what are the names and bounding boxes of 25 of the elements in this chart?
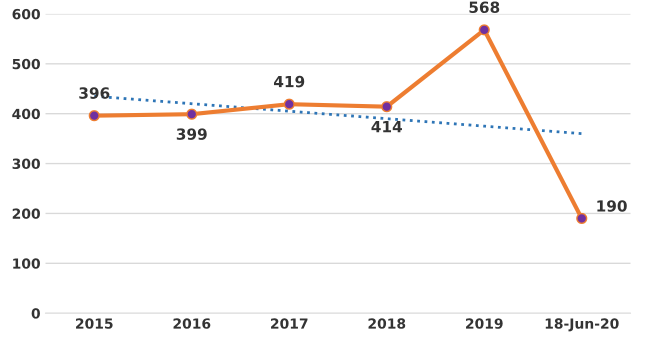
data-label: 414 xyxy=(371,121,402,132)
point xyxy=(186,108,198,120)
data-label: 396 xyxy=(79,87,110,99)
y-tick-label: 0 xyxy=(32,308,40,319)
x-tick-label: 2018 xyxy=(368,318,406,329)
data-label: 190 xyxy=(597,200,627,212)
x-tick-label: 2016 xyxy=(174,318,210,329)
data-label: 419 xyxy=(274,76,304,88)
x-tick-label: 2019 xyxy=(466,318,503,329)
x-tick-label: 2015 xyxy=(76,318,113,329)
point xyxy=(576,212,588,224)
x-tick-label: 2017 xyxy=(271,318,308,329)
y-tick-label: 600 xyxy=(12,8,40,20)
y-tick-label: 300 xyxy=(12,158,40,170)
data-label: 399 xyxy=(176,128,207,140)
point xyxy=(478,24,490,36)
y-tick-label: 400 xyxy=(12,108,40,120)
y-tick-label: 100 xyxy=(13,258,40,269)
y-tick-label: 500 xyxy=(12,58,40,70)
point xyxy=(88,110,100,122)
y-tick-label: 200 xyxy=(12,208,40,219)
x-tick-label: 18-Jun-20 xyxy=(546,318,619,332)
point xyxy=(284,98,295,110)
data-label: 568 xyxy=(469,1,500,14)
point xyxy=(381,101,392,112)
